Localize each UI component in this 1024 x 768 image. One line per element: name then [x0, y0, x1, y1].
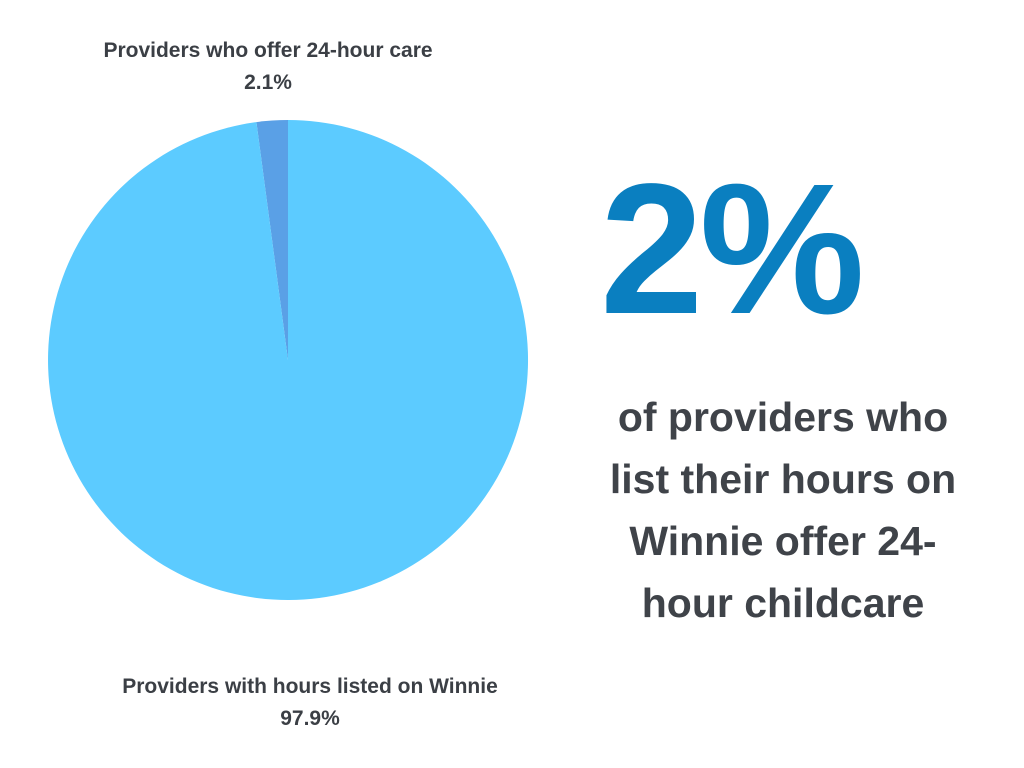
slice-label-hours-listed-value: 97.9% [280, 707, 340, 730]
pie-slice-24-hour [256, 120, 288, 360]
slice-label-hours-listed: Providers with hours listed on Winnie 97… [60, 671, 560, 735]
pie-slice-hours-listed [48, 120, 529, 601]
slice-label-24-hour-value: 2.1% [244, 71, 292, 94]
highlight-stat: 2% [600, 146, 865, 353]
pie-slices [48, 120, 529, 601]
slice-label-24-hour: Providers who offer 24-hour care 2.1% [58, 35, 478, 99]
slice-label-hours-listed-name: Providers with hours listed on Winnie [122, 675, 498, 698]
slice-label-24-hour-name: Providers who offer 24-hour care [103, 39, 433, 62]
highlight-caption: of providers who list their hours on Win… [609, 394, 957, 626]
